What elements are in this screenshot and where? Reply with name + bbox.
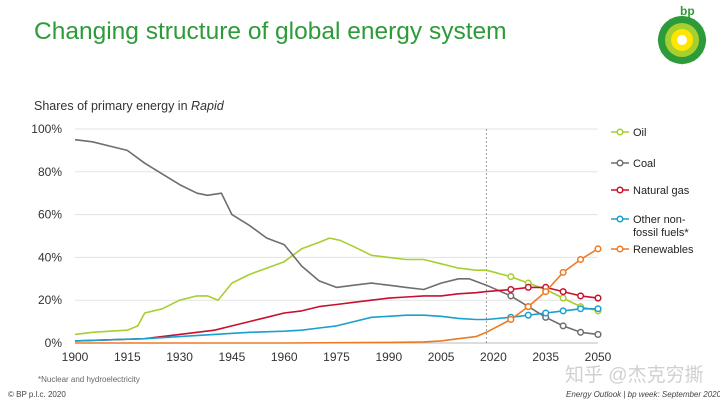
x-tick-label-1915: 1915 xyxy=(114,350,141,364)
logo-ray xyxy=(669,53,677,62)
logo-ray xyxy=(660,27,669,35)
y-tick-label-100: 100% xyxy=(31,122,62,136)
logo-ray xyxy=(657,37,665,43)
legend-label-coal: Coal xyxy=(633,158,656,170)
logo-ray xyxy=(695,27,704,35)
logo-ray xyxy=(669,18,677,27)
logo-ray xyxy=(660,45,669,53)
chart-series xyxy=(74,138,602,344)
point-renewables-2040 xyxy=(559,268,567,276)
subtitle-prefix: Shares of primary energy in xyxy=(34,99,192,113)
series-line-renewables xyxy=(75,248,599,344)
x-tick-label-1990: 1990 xyxy=(375,350,402,364)
legend-marker-renewables xyxy=(616,245,624,253)
x-tick-label-1945: 1945 xyxy=(219,350,246,364)
point-oil-2025 xyxy=(507,273,515,281)
x-tick-label-1930: 1930 xyxy=(166,350,193,364)
point-natural_gas-2030 xyxy=(524,283,532,291)
x-tick-label-2020: 2020 xyxy=(480,350,507,364)
logo-ray xyxy=(679,15,685,23)
legend-label-other_non_fossil-line1: Other non- xyxy=(633,214,686,226)
chart-legend: Oil Coal Natural gas Other non-fossil fuels… xyxy=(611,127,694,256)
source-credit: Energy Outlook | bp week: September 2020 xyxy=(566,390,720,399)
point-renewables-2050 xyxy=(594,245,602,253)
legend-marker-coal xyxy=(616,159,624,167)
x-tick-label-1960: 1960 xyxy=(271,350,298,364)
logo-ray xyxy=(699,37,707,43)
subtitle-scenario: Rapid xyxy=(191,99,224,113)
logo-ray xyxy=(687,18,695,27)
x-tick-label-1900: 1900 xyxy=(62,350,89,364)
point-other_non_fossil-2045 xyxy=(577,305,585,313)
point-other_non_fossil-2050 xyxy=(594,305,602,313)
y-tick-label-20: 20% xyxy=(38,293,62,307)
logo-ray xyxy=(687,53,695,62)
legend-marker-natural_gas xyxy=(616,186,624,194)
point-natural_gas-2040 xyxy=(559,288,567,296)
bp-logo xyxy=(657,15,707,65)
chart-axes: 0% 20% 40% 60% 80% 100% 1900 1915 1930 1945 1960 19… xyxy=(31,122,611,364)
point-natural_gas-2050 xyxy=(594,294,602,302)
point-other_non_fossil-2040 xyxy=(559,307,567,315)
watermark: 知乎 @杰克穷撕 xyxy=(565,365,704,386)
x-tick-label-2005: 2005 xyxy=(428,350,455,364)
series-line-coal xyxy=(74,138,599,336)
copyright: © BP p.l.c. 2020 xyxy=(8,390,66,399)
y-tick-label-80: 80% xyxy=(38,165,62,179)
legend-label-natural_gas: Natural gas xyxy=(633,185,690,197)
legend-label-other_non_fossil-line2: fossil fuels* xyxy=(633,227,689,239)
point-coal-2045 xyxy=(577,328,585,336)
point-natural_gas-2025 xyxy=(507,285,515,294)
logo-ray xyxy=(679,57,685,65)
point-natural_gas-2045 xyxy=(577,292,585,300)
legend-label-oil: Oil xyxy=(633,127,646,139)
point-oil-2040 xyxy=(559,294,567,302)
point-other_non_fossil-2035 xyxy=(542,309,550,317)
point-coal-2050 xyxy=(594,330,602,338)
logo-core xyxy=(677,35,687,45)
point-renewables-2045 xyxy=(577,255,585,264)
point-other_non_fossil-2030 xyxy=(524,311,532,319)
point-renewables-2025 xyxy=(507,315,515,324)
chart-subtitle: Shares of primary energy in Rapid xyxy=(34,99,224,113)
series-line-oil xyxy=(74,237,599,336)
x-tick-label-2035: 2035 xyxy=(532,350,559,364)
page-title: Changing structure of global energy syst… xyxy=(34,18,507,45)
legend-label-renewables: Renewables xyxy=(633,244,694,256)
x-tick-label-2050: 2050 xyxy=(585,350,612,364)
legend-marker-other_non_fossil xyxy=(616,215,624,223)
bp-logo-text: bp xyxy=(680,4,695,18)
y-tick-label-0: 0% xyxy=(45,336,63,350)
logo-ray xyxy=(695,45,704,53)
legend-marker-oil xyxy=(616,128,624,136)
point-renewables-2030 xyxy=(524,303,532,311)
series-line-natural_gas xyxy=(74,286,599,342)
point-renewables-2035 xyxy=(542,288,550,296)
y-tick-label-60: 60% xyxy=(38,208,62,222)
x-tick-label-1975: 1975 xyxy=(323,350,350,364)
point-coal-2040 xyxy=(559,322,567,330)
logo-rays xyxy=(657,15,707,65)
footnote: *Nuclear and hydroelectricity xyxy=(38,375,140,384)
y-tick-label-40: 40% xyxy=(38,250,62,264)
point-coal-2025 xyxy=(507,292,515,300)
